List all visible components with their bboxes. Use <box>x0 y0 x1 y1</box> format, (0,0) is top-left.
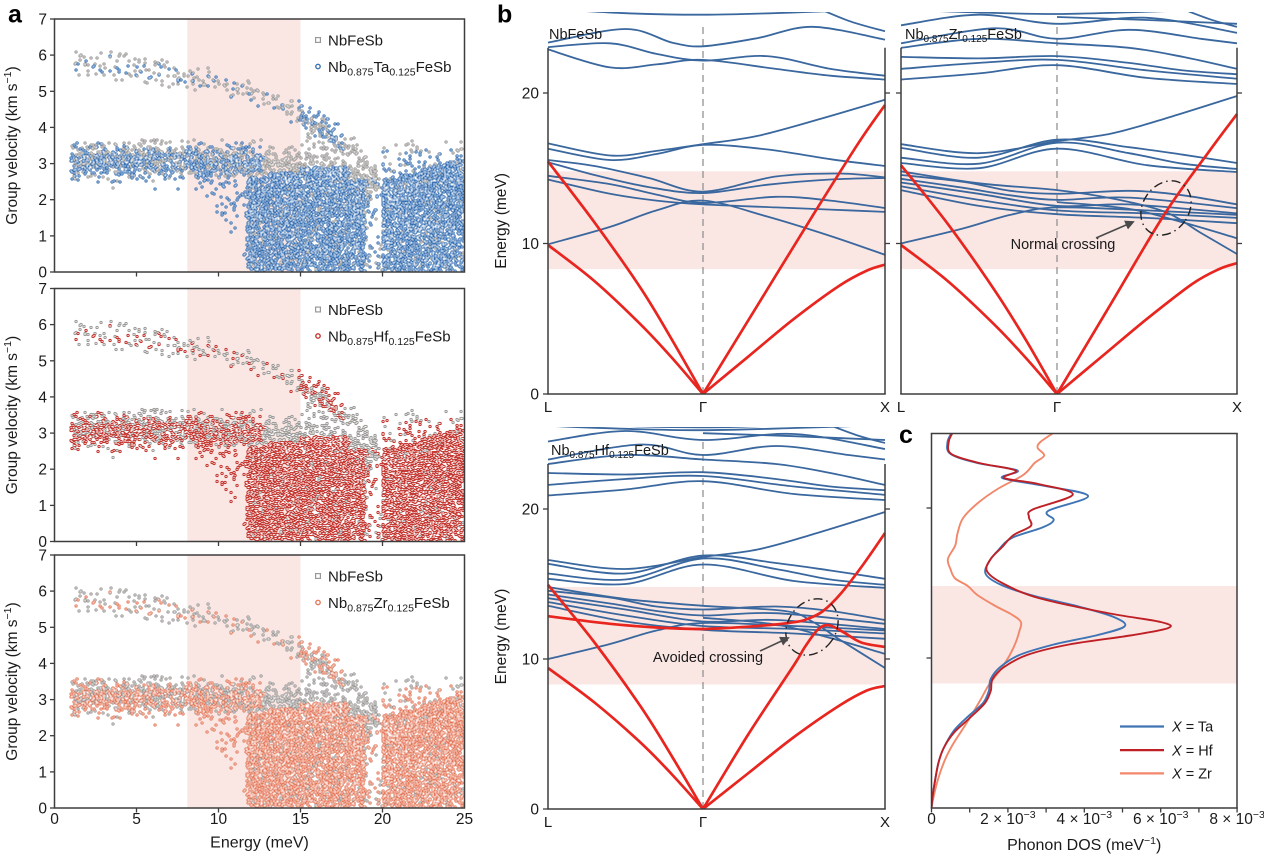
svg-text:Group velocity (km s−1): Group velocity (km s−1) <box>2 336 21 494</box>
svg-text:X: X <box>880 814 890 831</box>
svg-text:20: 20 <box>522 86 540 103</box>
svg-text:3: 3 <box>38 156 47 173</box>
svg-text:2 × 10−3: 2 × 10−3 <box>980 809 1036 828</box>
svg-text:Normal crossing: Normal crossing <box>1011 237 1116 253</box>
svg-text:c: c <box>899 421 913 449</box>
svg-text:Phonon DOS (meV−1): Phonon DOS (meV−1) <box>1007 835 1161 854</box>
svg-text:NbFeSb: NbFeSb <box>328 32 383 49</box>
svg-text:Γ: Γ <box>1053 399 1061 416</box>
svg-text:L: L <box>897 399 905 416</box>
svg-text:1: 1 <box>38 228 47 245</box>
svg-text:5: 5 <box>38 620 47 637</box>
svg-text:2: 2 <box>38 728 47 745</box>
svg-text:4: 4 <box>38 656 47 673</box>
svg-text:2: 2 <box>38 192 47 209</box>
svg-text:20: 20 <box>522 502 540 519</box>
svg-text:Energy (meV): Energy (meV) <box>493 173 510 269</box>
svg-text:NbFeSb: NbFeSb <box>328 568 383 585</box>
svg-text:20: 20 <box>374 811 392 828</box>
svg-text:Γ: Γ <box>699 814 707 831</box>
svg-text:4: 4 <box>38 120 47 137</box>
svg-text:15: 15 <box>292 811 309 828</box>
svg-text:L: L <box>544 814 552 831</box>
svg-text:6 × 10−3: 6 × 10−3 <box>1133 809 1189 828</box>
svg-text:6: 6 <box>38 584 47 601</box>
svg-text:0: 0 <box>38 534 47 551</box>
svg-text:7: 7 <box>38 12 47 29</box>
svg-text:L: L <box>544 399 552 416</box>
svg-text:25: 25 <box>456 811 473 828</box>
svg-text:8 × 10−3: 8 × 10−3 <box>1209 809 1264 828</box>
svg-text:a: a <box>8 1 23 29</box>
svg-text:NbFeSb: NbFeSb <box>328 302 383 319</box>
svg-text:Group velocity (km s−1): Group velocity (km s−1) <box>2 66 21 224</box>
svg-text:5: 5 <box>38 84 47 101</box>
svg-text:0: 0 <box>38 801 47 818</box>
svg-text:3: 3 <box>38 426 47 443</box>
svg-text:X = Zr: X = Zr <box>1171 767 1212 783</box>
svg-text:Energy (meV): Energy (meV) <box>210 835 309 852</box>
svg-text:0: 0 <box>50 811 59 828</box>
svg-text:Avoided crossing: Avoided crossing <box>653 650 763 666</box>
svg-text:5: 5 <box>38 353 47 370</box>
svg-text:10: 10 <box>522 236 540 253</box>
svg-text:b: b <box>497 1 512 29</box>
svg-text:2: 2 <box>38 462 47 479</box>
svg-text:1: 1 <box>38 764 47 781</box>
svg-text:6: 6 <box>38 317 47 334</box>
svg-text:0: 0 <box>927 811 936 828</box>
svg-text:4: 4 <box>38 389 47 406</box>
svg-text:X = Hf: X = Hf <box>1171 743 1214 759</box>
svg-text:7: 7 <box>38 548 47 565</box>
svg-text:X = Ta: X = Ta <box>1171 720 1214 736</box>
svg-text:4 × 10−3: 4 × 10−3 <box>1057 809 1113 828</box>
svg-text:3: 3 <box>38 692 47 709</box>
svg-text:NbFeSb: NbFeSb <box>549 27 602 43</box>
svg-text:0: 0 <box>530 802 539 819</box>
svg-text:X: X <box>1232 399 1242 416</box>
svg-text:6: 6 <box>38 48 47 65</box>
svg-text:10: 10 <box>210 811 228 828</box>
svg-text:10: 10 <box>522 652 540 669</box>
svg-text:Group velocity (km s−1): Group velocity (km s−1) <box>2 602 21 760</box>
svg-text:Energy (meV): Energy (meV) <box>493 589 510 685</box>
svg-text:0: 0 <box>38 265 47 282</box>
svg-text:0: 0 <box>530 387 539 404</box>
svg-text:Γ: Γ <box>699 399 707 416</box>
svg-text:1: 1 <box>38 498 47 515</box>
svg-text:5: 5 <box>132 811 141 828</box>
svg-text:7: 7 <box>38 281 47 298</box>
svg-text:X: X <box>880 399 890 416</box>
